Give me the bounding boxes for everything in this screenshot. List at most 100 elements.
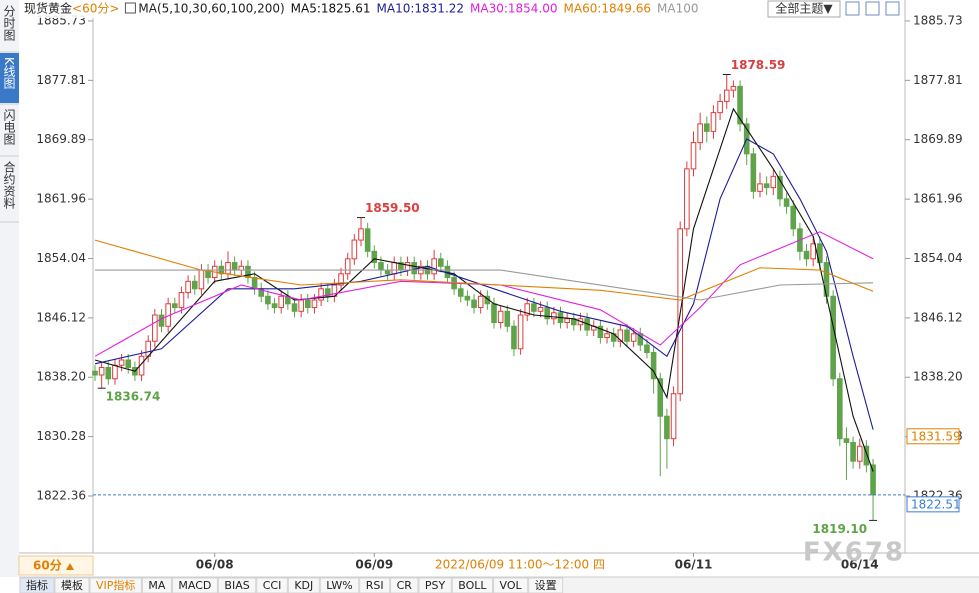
legend-item: MA10:1831.22	[377, 2, 465, 16]
side-tab[interactable]: 闪电图	[2, 109, 16, 145]
y-tick-label: 1854.04	[913, 251, 963, 265]
toolbar-tab-bg[interactable]	[418, 577, 452, 593]
candle-body	[850, 441, 856, 462]
toolbar-tab[interactable]: KDJ	[294, 579, 313, 592]
theme-box[interactable]	[767, 0, 841, 18]
candle-body	[491, 303, 497, 324]
candle-body	[198, 269, 205, 290]
candle-body	[544, 307, 551, 320]
ma-line	[94, 239, 874, 301]
extreme-label: 1859.50	[365, 201, 420, 215]
candle-body	[837, 378, 843, 440]
icon-window[interactable]	[865, 1, 880, 16]
toolbar-tab-bg[interactable]	[19, 577, 55, 593]
candle-body	[511, 325, 517, 350]
toolbar-tab-bg[interactable]	[287, 577, 320, 593]
candle-body	[125, 359, 132, 368]
candle-body	[457, 288, 464, 297]
candle-body	[225, 262, 231, 275]
candle-body	[172, 303, 178, 309]
crosshair-label: 2022/06/09 11:00～12:00 四	[435, 558, 605, 572]
toolbar-tab[interactable]: BOLL	[458, 579, 487, 592]
candle-body	[311, 299, 318, 309]
toolbar-tab-bg[interactable]	[89, 577, 142, 593]
legend-item: MA60:1849.66	[564, 2, 652, 16]
candle-body	[777, 175, 783, 200]
toolbar-tab-bg[interactable]	[141, 577, 172, 593]
icon-grid[interactable]	[845, 1, 860, 16]
candle-body	[431, 258, 437, 275]
toolbar-tab-bg[interactable]	[54, 577, 90, 593]
candle-body	[870, 464, 876, 496]
toolbar-tab[interactable]: VIP指标	[96, 578, 135, 592]
window-icons[interactable]	[845, 1, 900, 16]
toolbar-tab-bg[interactable]	[528, 577, 564, 593]
toolbar-tab-bg[interactable]	[217, 577, 257, 593]
legend-item: MA100	[657, 2, 698, 16]
candle-body	[757, 183, 763, 192]
toolbar-tab-bg[interactable]	[451, 577, 494, 593]
candle-body	[298, 299, 304, 312]
candle-body	[617, 329, 624, 342]
extreme-label: 1878.59	[731, 58, 786, 72]
period-arrow[interactable]	[66, 563, 74, 570]
candle-body	[737, 85, 743, 125]
candle-body	[178, 292, 185, 309]
candle-body	[830, 295, 836, 380]
candle-body	[810, 243, 817, 260]
y-tick-label: 1838.20	[913, 370, 963, 384]
price-tag: 1822.51	[911, 497, 961, 511]
toolbar-tab-bg[interactable]	[256, 577, 288, 593]
candle-body	[265, 295, 271, 305]
toolbar-tab[interactable]: CCI	[263, 579, 282, 592]
toolbar-tab[interactable]: VOL	[500, 579, 523, 592]
toolbar-tab[interactable]: 指标	[26, 578, 48, 592]
side-tab[interactable]: 合约资料	[2, 160, 16, 209]
ma-toggle[interactable]	[124, 2, 136, 14]
toolbar-tab[interactable]: BIAS	[224, 579, 249, 592]
toolbar-tab[interactable]: LW%	[326, 579, 352, 592]
candle-body	[391, 262, 398, 275]
toolbar-tab[interactable]: CR	[397, 579, 413, 592]
candle-body	[537, 307, 544, 312]
icon-restore[interactable]	[885, 1, 900, 16]
candle-body	[92, 370, 98, 376]
candle-body	[471, 299, 477, 309]
toolbar-tab[interactable]: 模板	[61, 578, 83, 592]
candle-body	[803, 250, 810, 260]
symbol-period: <60分>	[72, 2, 119, 16]
toolbar-tab-bg[interactable]	[359, 577, 391, 593]
candle-body	[717, 100, 723, 114]
candle-body	[697, 123, 703, 144]
toolbar-tab[interactable]: MA	[148, 579, 165, 592]
side-tab-active	[0, 53, 19, 103]
toolbar-tab-bg[interactable]	[390, 577, 419, 593]
candle-body	[105, 366, 112, 380]
toolbar-tab[interactable]: 设置	[535, 579, 557, 592]
candle-body	[524, 303, 531, 316]
toolbar-tab-bg[interactable]	[319, 577, 360, 593]
side-tab[interactable]: 分时图	[2, 5, 16, 41]
ma-title: MA(5,10,30,60,100,200)	[138, 2, 284, 16]
watermark: FX678	[803, 538, 905, 568]
toolbar-tab-bg[interactable]	[171, 577, 218, 593]
theme-button[interactable]: 全部主题▼	[775, 1, 833, 16]
candle-body	[670, 393, 677, 440]
symbol-name: 现货黄金	[24, 1, 72, 16]
toolbar-tab-bg[interactable]	[493, 577, 529, 593]
y-tick-label: 1877.81	[913, 73, 963, 87]
price-tag-box	[906, 496, 960, 513]
period-button[interactable]: 60分	[33, 558, 62, 573]
toolbar-tab[interactable]: RSI	[366, 579, 384, 592]
candle-body	[411, 262, 417, 275]
toolbar-tab[interactable]: PSY	[425, 579, 446, 592]
x-tick-label: 06/11	[675, 558, 713, 572]
candle-body	[364, 228, 371, 252]
period-box[interactable]	[18, 555, 94, 576]
side-tab[interactable]: K线图	[2, 57, 16, 89]
candle-body	[438, 258, 444, 267]
toolbar-tab[interactable]: MACD	[178, 579, 211, 592]
candle-body	[231, 262, 238, 271]
y-tick-label: 1885.73	[913, 13, 963, 27]
candle-body	[185, 280, 191, 294]
